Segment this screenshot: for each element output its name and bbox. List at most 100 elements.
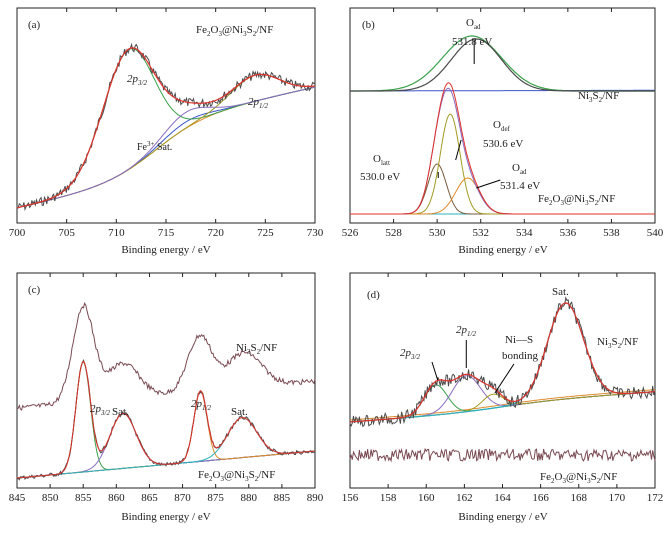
panel-d-label: (d)	[367, 289, 380, 301]
sample-part: 3	[243, 30, 247, 38]
top-raw	[16, 302, 316, 411]
peak-label-c-2p32: 2p3/2	[90, 403, 110, 417]
peak-label-c-2p12: 2p1/2	[191, 398, 211, 412]
x-tick-label: 715	[158, 227, 175, 239]
peak-label-oad-top: Oad	[466, 17, 481, 31]
sample-part: @Ni	[222, 24, 243, 36]
top-raw	[350, 38, 655, 92]
panel-c-label: (c)	[28, 284, 41, 296]
panel-c-xticks: 845 850 855 860 865 870 875 880 885 890	[9, 273, 324, 504]
x-tick-label: 156	[342, 492, 359, 504]
panel-d-xlabel: Binding energy / eV	[458, 511, 547, 523]
x-tick-label: 875	[207, 492, 224, 504]
panel-c-xlabel: Binding energy / eV	[121, 511, 210, 523]
panel-c-sample-bottom: Fe2O3@Ni3S2/NF	[198, 469, 275, 483]
x-tick-label: 700	[9, 227, 26, 239]
x-tick-label: 526	[342, 227, 359, 239]
x-tick-label: 845	[9, 492, 26, 504]
raw-spectrum	[16, 42, 316, 212]
x-tick-label: 166	[532, 492, 549, 504]
x-tick-label: 534	[516, 227, 533, 239]
panel-b-plot	[350, 35, 655, 215]
x-tick-label: 705	[58, 227, 75, 239]
panel-d: (d) 156 158 160 162 164 166 168 170 172 Binding …	[342, 272, 663, 523]
x-tick-label: 880	[241, 492, 258, 504]
bottom-envelope	[350, 82, 655, 215]
peak-label-2p32: 2p3/2	[127, 73, 147, 87]
fit-component-2p12	[349, 375, 656, 423]
x-tick-label: 730	[307, 227, 324, 239]
panel-a: (a) 700 705 710 715 720 725 730 Binding energy…	[9, 7, 324, 256]
leader-line	[431, 361, 439, 381]
panel-a-plot	[16, 42, 316, 212]
leader-line	[494, 363, 515, 394]
x-tick-label: 168	[571, 492, 588, 504]
x-tick-label: 170	[609, 492, 626, 504]
peak-label-c-sat2: Sat.	[231, 406, 248, 418]
peak-label-olatt: Olatt	[373, 153, 390, 167]
leader-line	[476, 179, 501, 189]
x-tick-label: 540	[647, 227, 663, 239]
x-tick-label: 532	[472, 227, 489, 239]
top-fit	[350, 35, 655, 92]
bottom-raw	[349, 447, 656, 463]
x-tick-label: 860	[108, 492, 125, 504]
peak-energy-oad-bottom: 531.4 eV	[500, 180, 540, 192]
peak-label-d-sat: Sat.	[552, 286, 569, 298]
x-tick-label: 850	[42, 492, 59, 504]
x-tick-label: 855	[75, 492, 92, 504]
peak-energy-odef: 530.6 eV	[483, 138, 523, 150]
fit-component-2p32	[16, 361, 316, 479]
fit-component-2p32	[16, 48, 316, 209]
top-raw	[349, 296, 656, 428]
panel-b-xticks: 526 528 530 532 534 536 538 540	[342, 8, 663, 239]
sample-part: 2	[207, 30, 211, 38]
x-tick-label: 162	[456, 492, 473, 504]
fit-component-sat	[349, 302, 656, 423]
fit-component-sat	[16, 86, 316, 209]
top-envelope	[349, 302, 656, 423]
panel-a-frame	[16, 7, 316, 224]
peak-label-d-2p12: 2p1/2	[456, 324, 476, 338]
x-tick-label: 158	[380, 492, 397, 504]
bottom-raw	[16, 359, 316, 481]
panel-d-xticks: 156 158 160 162 164 166 168 170 172	[342, 273, 663, 504]
panel-b: (b) 526 528 530 532 534 536 538 540 Binding ene…	[342, 7, 663, 256]
x-tick-label: 720	[207, 227, 224, 239]
peak-label-d-nis: Ni—S	[505, 334, 533, 346]
peak-energy-oad-top: 531.8 eV	[452, 36, 492, 48]
bottom-envelope	[16, 360, 316, 479]
panel-c-plot	[16, 302, 316, 481]
x-tick-label: 710	[108, 227, 125, 239]
panel-a-label: (a)	[28, 19, 41, 31]
x-tick-label: 885	[274, 492, 291, 504]
panel-d-sample-top: Ni3S2/NF	[597, 336, 638, 350]
peak-label-d-2p32: 2p3/2	[400, 347, 420, 361]
x-tick-label: 865	[141, 492, 158, 504]
x-tick-label: 528	[385, 227, 402, 239]
panel-c-sample-top: Ni3S2/NF	[236, 342, 277, 356]
x-tick-label: 164	[494, 492, 511, 504]
leader-line	[455, 139, 462, 161]
panel-b-xlabel: Binding energy / eV	[458, 244, 547, 256]
x-tick-label: 530	[429, 227, 446, 239]
panel-a-xticks: 700 705 710 715 720 725 730	[9, 8, 324, 239]
panel-b-label: (b)	[362, 19, 375, 31]
panel-a-sample: Fe2O3@Ni3S2/NF	[196, 24, 273, 38]
panel-a-xlabel: Binding energy / eV	[121, 244, 210, 256]
panel-c: (c) 845 850 855 860 865 870 875 880 885 890 Bindi…	[9, 272, 324, 523]
sample-part: /NF	[256, 24, 273, 36]
peak-label-oad-bottom: Oad	[512, 162, 527, 176]
peak-label-fe-sat: Fe3+ Sat.	[137, 140, 172, 153]
panel-b-sample-top: Ni3S2/NF	[578, 90, 619, 104]
x-tick-label: 536	[560, 227, 577, 239]
panel-b-frame	[349, 7, 656, 224]
x-tick-label: 890	[307, 492, 324, 504]
peak-label-odef: Odef	[493, 119, 511, 133]
sample-part: Fe	[196, 24, 207, 36]
peak-label-2p12: 2p1/2	[248, 96, 268, 110]
sample-part: 3	[218, 30, 222, 38]
panel-d-sample-bottom: Fe2O3@Ni3S2/NF	[540, 471, 617, 485]
peak-label-c-sat1: Sat.	[112, 406, 129, 418]
panel-d-plot	[349, 296, 656, 463]
